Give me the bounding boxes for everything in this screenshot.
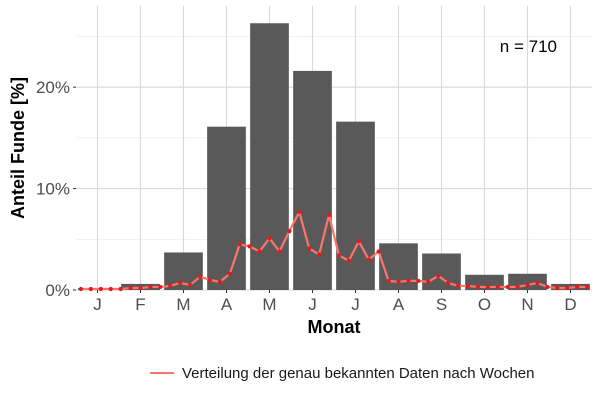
series-point (485, 284, 490, 290)
series-point (495, 284, 500, 290)
series-point (148, 284, 153, 290)
series-point (207, 277, 213, 282)
series-point (386, 278, 391, 283)
series-point (158, 284, 163, 290)
y-axis-title: Anteil Funde [%] (8, 77, 28, 219)
series-point (128, 285, 133, 291)
x-tick-label: N (521, 295, 533, 314)
series-point (88, 286, 93, 292)
series-point (535, 280, 540, 285)
series-point (247, 244, 252, 249)
series-point (356, 239, 361, 244)
series-point (455, 283, 461, 289)
series-point (98, 286, 103, 292)
series-point (317, 252, 322, 257)
series-point (78, 286, 84, 292)
series-point (257, 249, 262, 254)
series-point (277, 249, 282, 254)
x-tick-label: J (308, 295, 317, 314)
series-point (575, 284, 580, 290)
x-tick-label: A (221, 295, 233, 314)
series-point (446, 280, 451, 285)
series-point (565, 285, 570, 291)
series-point (188, 282, 193, 288)
x-tick-label: A (393, 295, 405, 314)
x-tick-label: J (351, 295, 360, 314)
series-point (197, 274, 203, 279)
y-tick-label: 0% (45, 281, 70, 300)
series-point (584, 284, 590, 290)
line-series (78, 209, 590, 292)
series-point (366, 257, 371, 262)
y-tick-label: 20% (36, 78, 70, 97)
series-point (108, 286, 113, 292)
series-point (346, 258, 351, 263)
series-point (555, 285, 560, 291)
x-tick-label: D (564, 295, 576, 314)
series-point (168, 283, 173, 289)
series-point (475, 284, 480, 290)
x-tick-label: O (478, 295, 491, 314)
series-point (237, 242, 242, 247)
y-tick-labels: 0% 10% 20% (36, 78, 76, 300)
legend: Verteilung der genau bekannten Daten nac… (150, 365, 535, 382)
series-line (80, 210, 588, 291)
x-axis-title: Monat (308, 317, 361, 337)
series-point (326, 212, 332, 218)
series-point (505, 284, 510, 290)
series-point (426, 279, 431, 284)
x-tick-label: M (262, 295, 276, 314)
x-tick-label: J (93, 295, 102, 314)
bar (336, 121, 375, 290)
series-point (465, 283, 471, 289)
series-point (297, 209, 302, 214)
series-point (396, 279, 401, 284)
series-point (545, 284, 550, 290)
series-point (406, 278, 411, 283)
y-tick-label: 10% (36, 180, 70, 199)
series-point (307, 246, 312, 251)
series-point (217, 279, 222, 284)
bar (207, 126, 246, 290)
series-point (118, 286, 123, 292)
bar (293, 70, 332, 291)
x-tick-label: S (436, 295, 447, 314)
series-point (416, 278, 421, 283)
plot-background (76, 6, 592, 290)
series-point (178, 280, 183, 285)
x-tick-label: M (176, 295, 190, 314)
series-point (525, 282, 530, 288)
series-point (138, 285, 143, 291)
legend-label: Verteilung der genau bekannten Daten nac… (182, 365, 535, 382)
series-point (227, 271, 232, 276)
series-point (376, 249, 381, 254)
series-point (287, 229, 292, 234)
series-point (267, 236, 272, 241)
series-point (515, 284, 520, 290)
x-tick-label: F (135, 295, 145, 314)
series-point (336, 253, 342, 258)
annotation-n: n = 710 (500, 37, 557, 56)
series-point (436, 273, 441, 278)
